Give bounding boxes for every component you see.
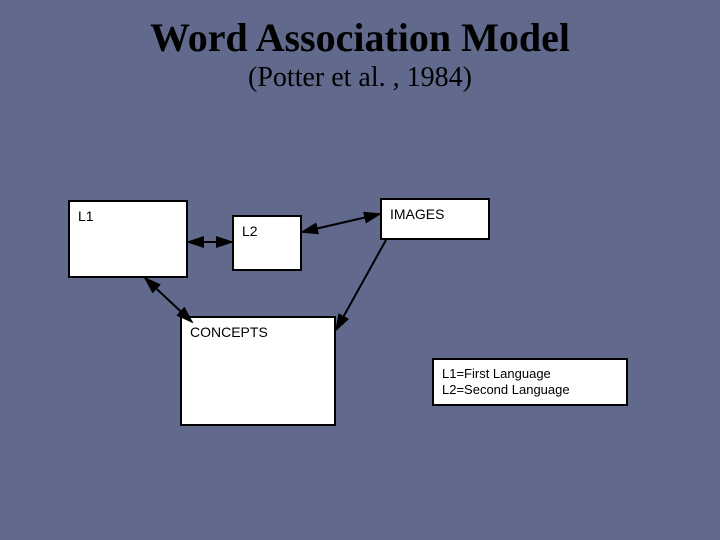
legend-line-1: L1=First Language bbox=[442, 366, 618, 382]
node-images: IMAGES bbox=[380, 198, 490, 240]
diagram-title: Word Association Model bbox=[0, 14, 720, 61]
legend-line-2: L2=Second Language bbox=[442, 382, 618, 398]
legend-box: L1=First Language L2=Second Language bbox=[432, 358, 628, 406]
diagram-subtitle: (Potter et al. , 1984) bbox=[0, 62, 720, 94]
node-l2: L2 bbox=[232, 215, 302, 271]
node-l1: L1 bbox=[68, 200, 188, 278]
edge-l2-images bbox=[302, 214, 380, 232]
node-concepts: CONCEPTS bbox=[180, 316, 336, 426]
edge-images-concepts bbox=[336, 240, 386, 330]
